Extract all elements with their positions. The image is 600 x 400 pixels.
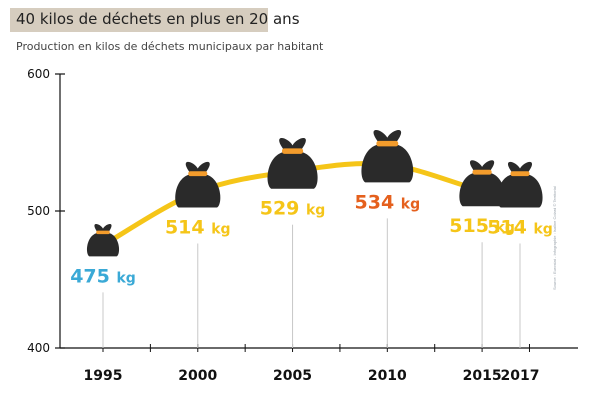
y-tick-label: 400 (27, 341, 50, 355)
garbage-bag-icon (459, 160, 505, 207)
x-tick-label: 1995 (84, 368, 123, 384)
garbage-bag-icon (267, 138, 318, 189)
x-tick-label: 2000 (178, 368, 217, 384)
x-tick-label: 2005 (273, 368, 312, 384)
bag-tie (188, 171, 208, 177)
data-label: 514 kg (487, 217, 553, 239)
bag-tie (96, 230, 110, 235)
data-label: 515 kg (449, 215, 515, 237)
bag-body (86, 232, 120, 257)
x-tick-label: 2015 (463, 368, 502, 384)
bag-body (459, 172, 505, 207)
chart-subtitle: Production en kilos de déchets municipau… (16, 40, 324, 53)
garbage-bag-icon (175, 161, 221, 208)
bag-body (267, 151, 318, 189)
bag-tie (376, 140, 399, 147)
x-tick-label: 2010 (368, 368, 407, 384)
data-label: 534 kg (355, 191, 421, 213)
garbage-bag-icon (497, 161, 543, 208)
bag-body (175, 174, 221, 208)
bag-body (497, 174, 543, 208)
bag-body (361, 144, 414, 183)
data-label: 514 kg (165, 217, 231, 239)
data-label: 475 kg (70, 265, 136, 287)
x-tick-label: 2017 (501, 368, 540, 384)
bag-tie (472, 169, 492, 175)
y-tick-label: 500 (27, 204, 50, 218)
bag-tie (510, 171, 530, 177)
title-background (10, 8, 268, 32)
bag-tie (281, 148, 304, 154)
chart-title: 40 kilos de déchets en plus en 20 ans (16, 10, 300, 28)
data-label: 529 kg (260, 198, 326, 220)
garbage-bag-icon (86, 224, 120, 257)
y-tick-label: 600 (27, 67, 50, 81)
garbage-bag-icon (361, 130, 414, 183)
